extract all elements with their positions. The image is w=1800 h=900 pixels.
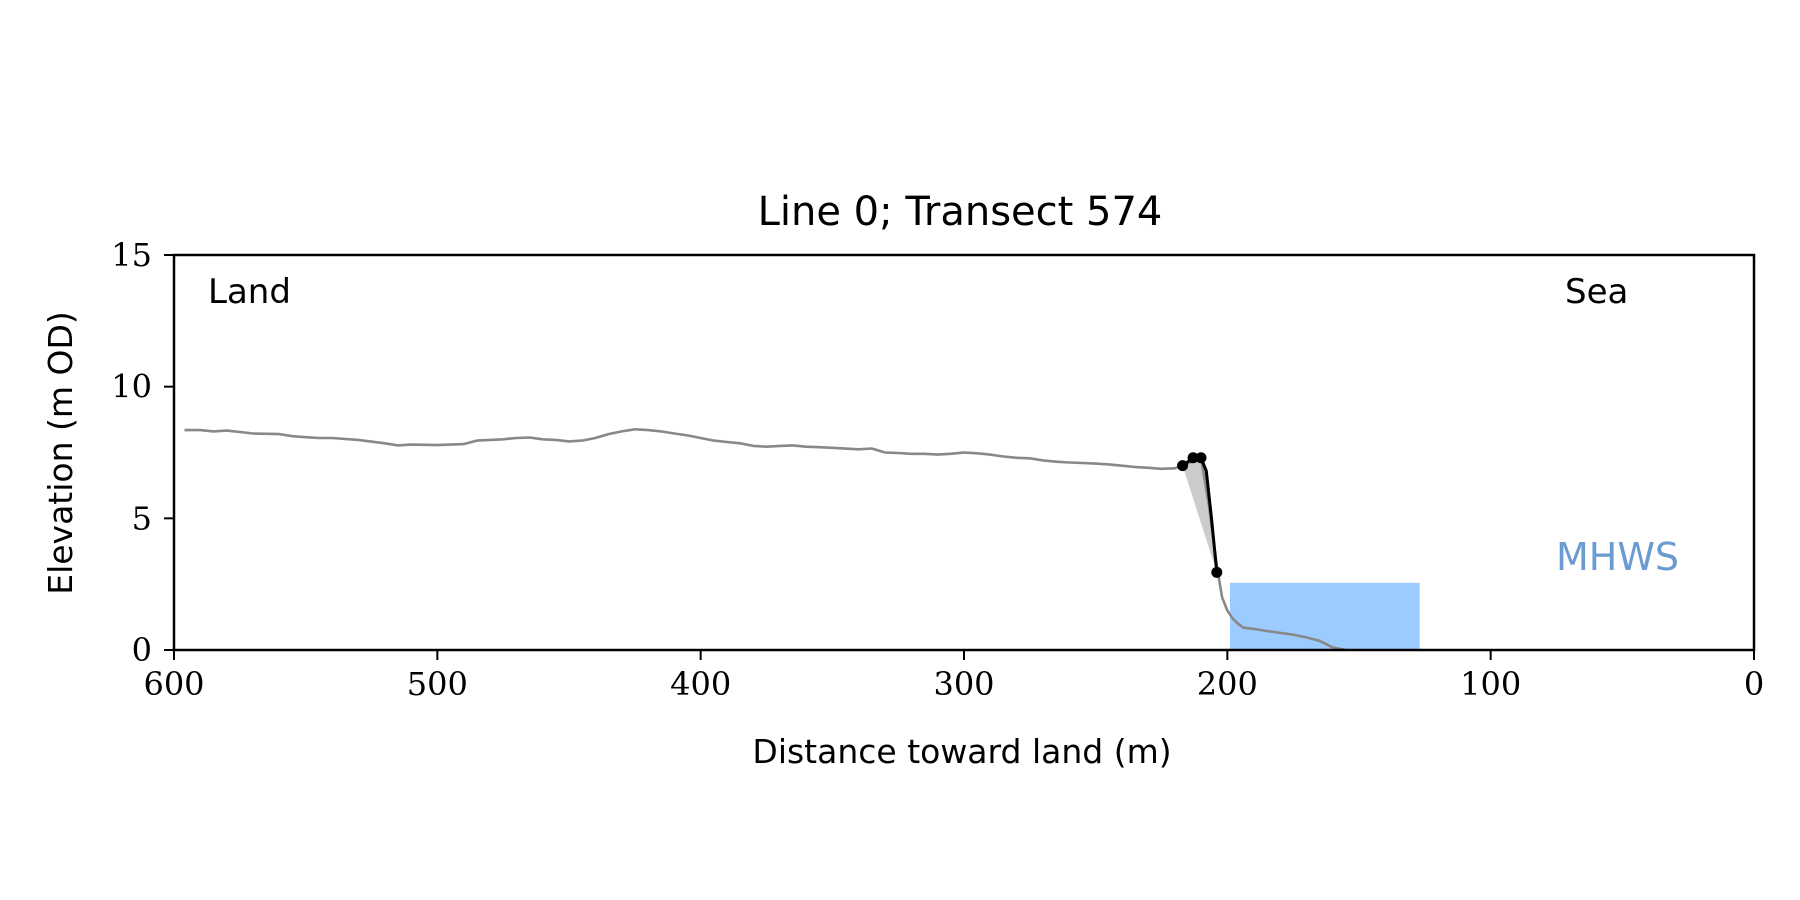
mhws-label: MHWS bbox=[1556, 535, 1679, 579]
y-axis-ticks: 0 5 10 15 bbox=[111, 236, 174, 669]
y-tick-label: 15 bbox=[111, 236, 152, 274]
y-tick-label: 0 bbox=[132, 631, 152, 669]
y-tick-label: 10 bbox=[111, 368, 152, 406]
plot-area bbox=[184, 427, 1420, 652]
x-tick-label: 100 bbox=[1460, 665, 1521, 703]
x-tick-label: 200 bbox=[1197, 665, 1258, 703]
y-tick-label: 5 bbox=[132, 499, 152, 537]
x-axis-ticks: 600 500 400 300 200 100 0 bbox=[143, 650, 1764, 703]
land-label: Land bbox=[208, 272, 291, 312]
cliff-shading bbox=[1182, 457, 1217, 573]
x-axis-label: Distance toward land (m) bbox=[752, 732, 1171, 771]
mhws-band bbox=[1229, 582, 1420, 650]
x-tick-label: 0 bbox=[1744, 665, 1764, 703]
elevation-profile-line bbox=[184, 427, 1347, 652]
y-axis-label: Elevation (m OD) bbox=[41, 311, 80, 595]
chart-title: Line 0; Transect 574 bbox=[758, 189, 1163, 235]
axes-frame bbox=[172, 253, 1756, 652]
x-tick-label: 600 bbox=[143, 665, 204, 703]
x-tick-label: 500 bbox=[407, 665, 468, 703]
x-tick-label: 400 bbox=[670, 665, 731, 703]
x-tick-label: 300 bbox=[933, 665, 994, 703]
cliff-point bbox=[1195, 452, 1207, 464]
cliff-point bbox=[1187, 452, 1199, 464]
cliff-point bbox=[1177, 460, 1189, 472]
cliff-point bbox=[1211, 566, 1223, 578]
sea-label: Sea bbox=[1565, 272, 1628, 312]
